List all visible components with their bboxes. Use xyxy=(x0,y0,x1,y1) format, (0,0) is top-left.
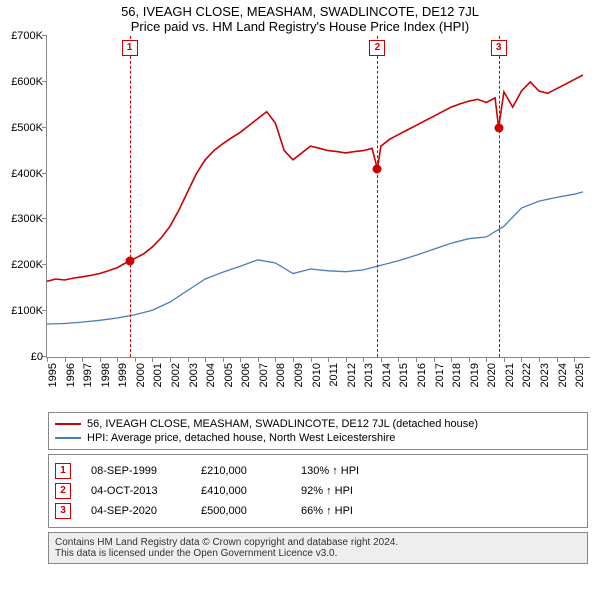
chart-svg xyxy=(47,36,590,357)
legend-box: 56, IVEAGH CLOSE, MEASHAM, SWADLINCOTE, … xyxy=(48,412,588,450)
chart-area: £0£100K£200K£300K£400K£500K£600K£700K199… xyxy=(46,36,590,406)
event-pct: 66% ↑ HPI xyxy=(301,505,401,517)
x-axis-label: 2004 xyxy=(205,363,217,387)
x-axis-label: 2023 xyxy=(539,363,551,387)
event-row: 1 08-SEP-1999 £210,000 130% ↑ HPI xyxy=(55,461,581,481)
y-axis-label: £200K xyxy=(11,259,43,271)
marker-dot xyxy=(373,165,382,174)
x-axis-label: 2003 xyxy=(188,363,200,387)
events-box: 1 08-SEP-1999 £210,000 130% ↑ HPI 2 04-OCT-20… xyxy=(48,454,588,528)
legend-swatch xyxy=(55,423,81,425)
event-marker-box: 3 xyxy=(55,503,71,519)
event-marker-box: 1 xyxy=(55,463,71,479)
event-row: 2 04-OCT-2013 £410,000 92% ↑ HPI xyxy=(55,481,581,501)
event-price: £410,000 xyxy=(201,485,281,497)
x-axis-label: 2010 xyxy=(311,363,323,387)
y-axis-label: £100K xyxy=(11,305,43,317)
x-axis-label: 2017 xyxy=(434,363,446,387)
y-axis-label: £700K xyxy=(11,30,43,42)
event-row: 3 04-SEP-2020 £500,000 66% ↑ HPI xyxy=(55,501,581,521)
legend-row: HPI: Average price, detached house, Nort… xyxy=(55,431,581,445)
plot-area: £0£100K£200K£300K£400K£500K£600K£700K199… xyxy=(46,36,590,358)
x-axis-label: 2018 xyxy=(451,363,463,387)
event-date: 04-OCT-2013 xyxy=(91,485,181,497)
event-price: £210,000 xyxy=(201,465,281,477)
marker-vline xyxy=(130,36,131,357)
y-axis-label: £400K xyxy=(11,168,43,180)
marker-box: 1 xyxy=(122,40,138,56)
x-axis-label: 2022 xyxy=(521,363,533,387)
x-axis-label: 2021 xyxy=(504,363,516,387)
footer-line2: This data is licensed under the Open Gov… xyxy=(55,548,581,559)
marker-box: 2 xyxy=(369,40,385,56)
x-axis-label: 2000 xyxy=(135,363,147,387)
x-axis-label: 2020 xyxy=(486,363,498,387)
y-axis-label: £500K xyxy=(11,122,43,134)
x-axis-label: 2016 xyxy=(416,363,428,387)
x-axis-label: 2015 xyxy=(398,363,410,387)
marker-dot xyxy=(125,256,134,265)
event-pct: 130% ↑ HPI xyxy=(301,465,401,477)
y-axis-label: £0 xyxy=(31,351,43,363)
y-axis-label: £300K xyxy=(11,213,43,225)
x-axis-label: 2002 xyxy=(170,363,182,387)
legend-swatch xyxy=(55,437,81,439)
chart-title: 56, IVEAGH CLOSE, MEASHAM, SWADLINCOTE, … xyxy=(0,0,600,19)
x-axis-label: 1996 xyxy=(65,363,77,387)
x-axis-label: 2007 xyxy=(258,363,270,387)
x-axis-label: 2019 xyxy=(469,363,481,387)
x-axis-label: 2008 xyxy=(275,363,287,387)
chart-subtitle: Price paid vs. HM Land Registry's House … xyxy=(0,19,600,36)
x-axis-label: 1995 xyxy=(47,363,59,387)
marker-vline xyxy=(499,36,500,357)
event-price: £500,000 xyxy=(201,505,281,517)
series-price_line xyxy=(47,75,583,281)
x-axis-label: 1998 xyxy=(100,363,112,387)
footer-line1: Contains HM Land Registry data © Crown c… xyxy=(55,537,581,548)
marker-box: 3 xyxy=(491,40,507,56)
x-axis-label: 1999 xyxy=(117,363,129,387)
x-axis-label: 2011 xyxy=(328,363,340,387)
marker-vline xyxy=(377,36,378,357)
x-axis-label: 2006 xyxy=(240,363,252,387)
x-axis-label: 2014 xyxy=(381,363,393,387)
footer-box: Contains HM Land Registry data © Crown c… xyxy=(48,532,588,564)
legend-label: 56, IVEAGH CLOSE, MEASHAM, SWADLINCOTE, … xyxy=(87,418,478,430)
legend-label: HPI: Average price, detached house, Nort… xyxy=(87,432,395,444)
event-pct: 92% ↑ HPI xyxy=(301,485,401,497)
event-date: 04-SEP-2020 xyxy=(91,505,181,517)
x-axis-label: 2001 xyxy=(152,363,164,387)
x-axis-label: 2012 xyxy=(346,363,358,387)
marker-dot xyxy=(494,123,503,132)
event-marker-box: 2 xyxy=(55,483,71,499)
y-axis-label: £600K xyxy=(11,76,43,88)
x-axis-label: 2009 xyxy=(293,363,305,387)
x-axis-label: 2013 xyxy=(363,363,375,387)
x-axis-label: 2025 xyxy=(574,363,586,387)
x-axis-label: 1997 xyxy=(82,363,94,387)
x-axis-label: 2005 xyxy=(223,363,235,387)
event-date: 08-SEP-1999 xyxy=(91,465,181,477)
x-axis-label: 2024 xyxy=(557,363,569,387)
legend-row: 56, IVEAGH CLOSE, MEASHAM, SWADLINCOTE, … xyxy=(55,417,581,431)
